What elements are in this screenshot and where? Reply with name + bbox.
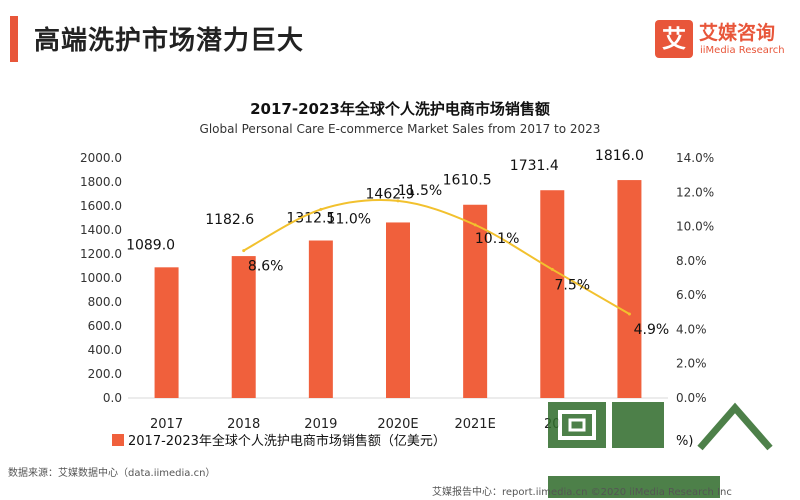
legend-swatch (112, 434, 124, 446)
watermark-logo (548, 402, 773, 498)
x-axis-tick-label: 2018 (227, 417, 260, 432)
page-title: 高端洗护市场潜力巨大 (34, 26, 305, 56)
bar-value-label: 1731.4 (510, 158, 559, 174)
x-axis-tick-label: 2019 (304, 417, 337, 432)
y-axis-tick-label: 200.0 (88, 367, 122, 381)
y2-axis-tick-label: 6.0% (676, 288, 707, 302)
y2-axis-tick-label: 10.0% (676, 220, 714, 234)
growth-rate-label: 10.1% (475, 231, 519, 247)
y2-axis-tick-label: 0.0% (676, 391, 707, 405)
bar (231, 256, 256, 398)
y-axis-tick-label: 1200.0 (80, 247, 122, 261)
y-axis-tick-label: 1000.0 (80, 271, 122, 285)
bar-value-label: 1610.5 (443, 173, 492, 189)
growth-rate-point (473, 223, 477, 227)
bar (463, 204, 488, 398)
growth-rate-label: 11.5% (398, 183, 442, 199)
bar-value-label: 1816.0 (595, 148, 644, 164)
growth-rate-point (627, 312, 631, 316)
bar (617, 180, 642, 398)
bar-value-label: 1089.0 (126, 237, 175, 253)
growth-rate-point (242, 249, 246, 253)
growth-rate-point (550, 267, 554, 271)
report-center-note: 艾媒报告中心：report.iimedia.cn ©2020 iiMedia R… (432, 487, 732, 498)
y2-axis-tick-label: 8.0% (676, 254, 707, 268)
growth-rate-label: 8.6% (248, 259, 284, 275)
y-axis-tick-label: 2000.0 (80, 151, 122, 165)
bar (308, 240, 333, 398)
growth-rate-label: 4.9% (634, 322, 670, 338)
growth-rate-label: 11.0% (327, 211, 371, 227)
x-axis-tick-label: 2017 (150, 417, 183, 432)
brand-name: 艾媒咨询 (699, 22, 776, 44)
y-axis-tick-label: 1800.0 (80, 175, 122, 189)
growth-rate-point (319, 207, 323, 211)
y-axis-tick-label: 600.0 (88, 319, 122, 333)
bar-value-label: 1462.9 (366, 186, 415, 202)
x-axis-tick-label: 2020E (377, 417, 418, 432)
bar (154, 267, 179, 398)
chart-subtitle: Global Personal Care E-commerce Market S… (199, 122, 601, 136)
bar-value-label: 1312.5 (286, 211, 335, 227)
y2-axis-tick-label: 12.0% (676, 185, 714, 199)
brand-en-name: iiMedia Research (700, 45, 785, 56)
legend-tail-label: %) (676, 434, 693, 449)
brand-block: 艾 艾媒咨询 iiMedia Research (655, 18, 790, 62)
y-axis-tick-label: 1600.0 (80, 199, 122, 213)
y-axis-tick-label: 1400.0 (80, 223, 122, 237)
x-axis-tick-label: 2021E (454, 417, 495, 432)
y-axis-tick-label: 800.0 (88, 295, 122, 309)
y-axis-tick-label: 0.0 (103, 391, 122, 405)
growth-rate-line (243, 198, 630, 315)
growth-rate-label: 7.5% (554, 277, 590, 293)
y2-axis-tick-label: 14.0% (676, 151, 714, 165)
legend-label: 2017-2023年全球个人洗护电商市场销售额（亿美元） (128, 433, 446, 449)
brand-logo: 艾 (655, 20, 693, 58)
y2-axis-tick-label: 2.0% (676, 357, 707, 371)
title-accent-bar (10, 16, 18, 62)
bar (386, 222, 410, 398)
data-source-note: 数据来源：艾媒数据中心（data.iimedia.cn） (8, 468, 216, 479)
y-axis-tick-label: 400.0 (88, 343, 122, 357)
chart-title: 2017-2023年全球个人洗护电商市场销售额 (250, 100, 550, 118)
y2-axis-tick-label: 4.0% (676, 322, 707, 336)
bar-value-label: 1182.6 (205, 212, 254, 228)
bar (540, 190, 565, 398)
growth-rate-point (396, 199, 400, 203)
